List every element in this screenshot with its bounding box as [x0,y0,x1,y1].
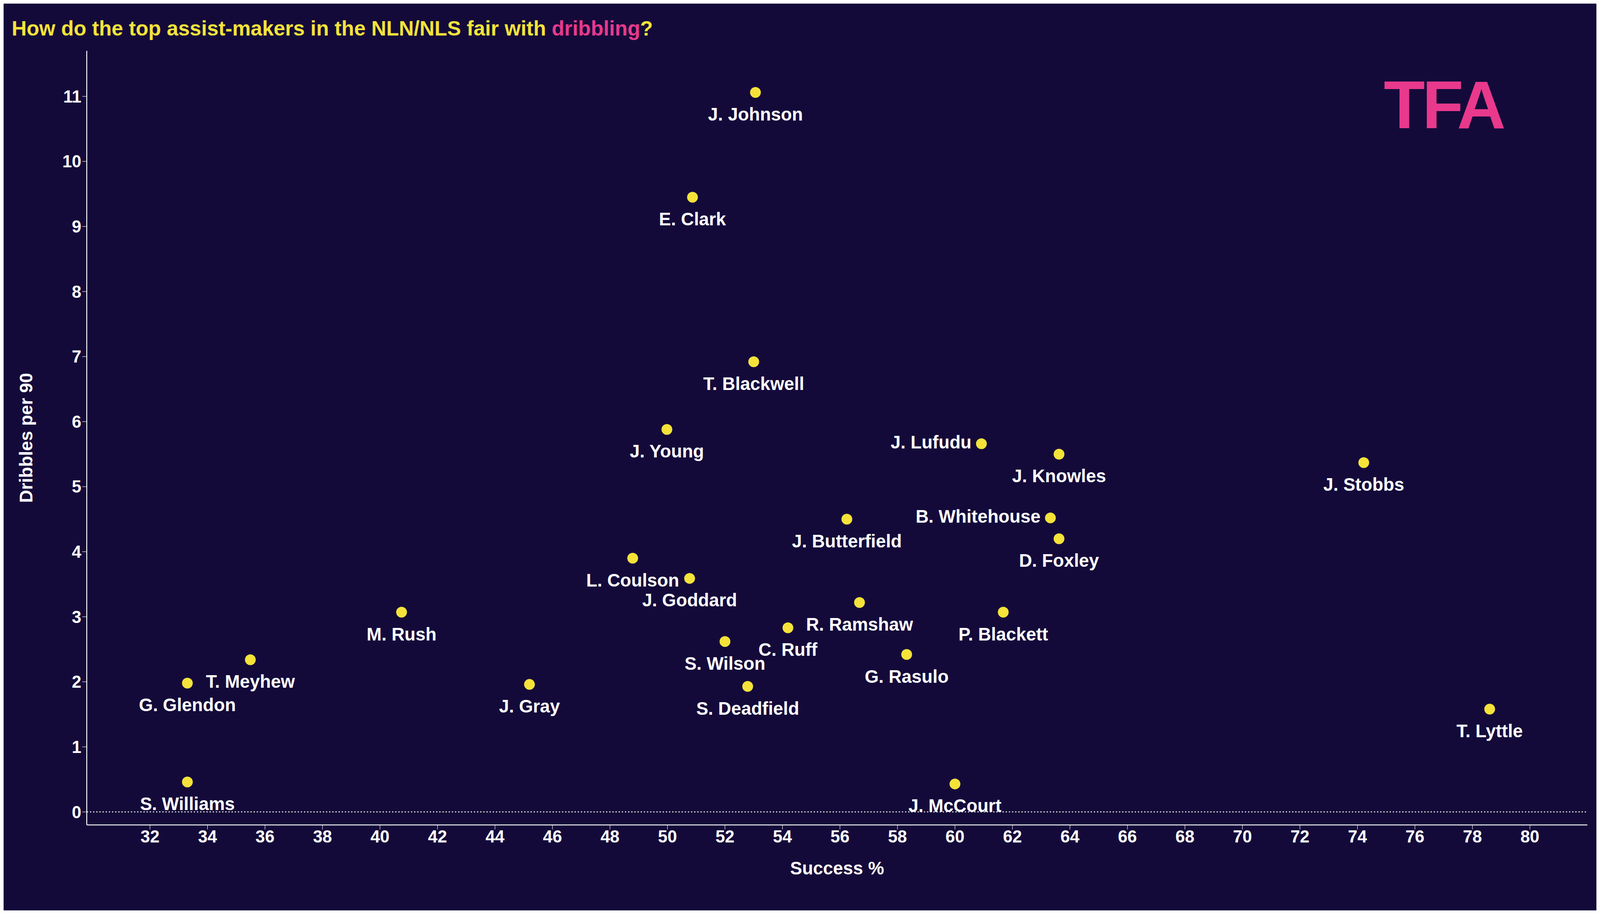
svg-text:72: 72 [1290,826,1310,846]
svg-text:T. Lyttle: T. Lyttle [1456,720,1523,741]
svg-text:2: 2 [71,672,82,691]
html-text:How do the top assist-makers i: How do the top assist-makers in the NLN/… [11,16,653,41]
svg-text:58: 58 [887,826,907,846]
svg-text:40: 40 [370,826,390,846]
svg-text:4: 4 [71,542,82,562]
svg-text:D. Foxley: D. Foxley [1019,550,1100,571]
svg-text:36: 36 [255,826,275,846]
svg-text:T. Blackwell: T. Blackwell [703,373,805,394]
svg-text:S. Williams: S. Williams [139,793,235,814]
svg-text:C. Ruff: C. Ruff [758,639,818,660]
svg-text:J. Johnson: J. Johnson [708,104,803,125]
svg-text:62: 62 [1002,826,1022,846]
svg-text:T. Meyhew: T. Meyhew [205,671,296,691]
svg-text:M. Rush: M. Rush [366,623,437,644]
svg-text:Dribbles per 90: Dribbles per 90 [16,372,36,503]
svg-text:68: 68 [1175,826,1195,846]
svg-text:70: 70 [1233,826,1253,846]
svg-text:42: 42 [427,826,447,846]
svg-text:J. Butterfield: J. Butterfield [791,530,902,551]
svg-text:1: 1 [71,737,82,757]
svg-text:J. Lufudu: J. Lufudu [890,432,972,452]
svg-text:78: 78 [1462,826,1482,846]
svg-text:L. Coulson: L. Coulson [586,570,680,590]
svg-text:32: 32 [140,826,160,846]
svg-text:B. Whitehouse: B. Whitehouse [915,506,1041,526]
svg-text:64: 64 [1060,826,1080,846]
svg-text:J. Knowles: J. Knowles [1011,465,1106,486]
svg-text:5: 5 [71,476,82,496]
svg-text:S. Deadfield: S. Deadfield [696,698,800,718]
svg-text:J. Young: J. Young [629,441,705,461]
svg-text:3: 3 [71,607,82,627]
svg-text:G. Glendon: G. Glendon [138,694,237,715]
svg-text:44: 44 [485,826,505,846]
svg-text:Success %: Success % [789,857,884,878]
svg-text:34: 34 [197,826,217,846]
svg-text:J. McCourt: J. McCourt [908,795,1002,816]
svg-text:48: 48 [600,826,620,846]
svg-text:46: 46 [543,826,562,846]
svg-text:52: 52 [715,826,735,846]
svg-text:56: 56 [830,826,850,846]
svg-text:11: 11 [63,87,82,107]
svg-text:74: 74 [1347,826,1367,846]
svg-text:8: 8 [71,282,82,302]
svg-text:6: 6 [71,412,82,432]
svg-text:54: 54 [772,826,792,846]
svg-text:R. Ramshaw: R. Ramshaw [806,614,914,634]
svg-text:50: 50 [658,826,678,846]
svg-text:38: 38 [312,826,332,846]
svg-text:7: 7 [71,347,82,366]
svg-text:E. Clark: E. Clark [659,209,727,229]
svg-text:G. Rasulo: G. Rasulo [864,666,949,687]
svg-text:80: 80 [1520,826,1540,846]
svg-text:J. Gray: J. Gray [499,695,561,716]
svg-text:P. Blackett: P. Blackett [958,623,1048,644]
svg-text:J. Stobbs: J. Stobbs [1323,474,1404,495]
svg-text:66: 66 [1118,826,1137,846]
svg-text:9: 9 [71,217,82,237]
svg-text:S. Wilson: S. Wilson [684,653,766,673]
html-text:TFA: TFA [1383,66,1504,143]
svg-text:76: 76 [1405,826,1425,846]
svg-text:60: 60 [945,826,965,846]
svg-text:0: 0 [71,802,82,822]
svg-text:10: 10 [62,151,82,171]
svg-text:J. Goddard: J. Goddard [641,589,737,610]
